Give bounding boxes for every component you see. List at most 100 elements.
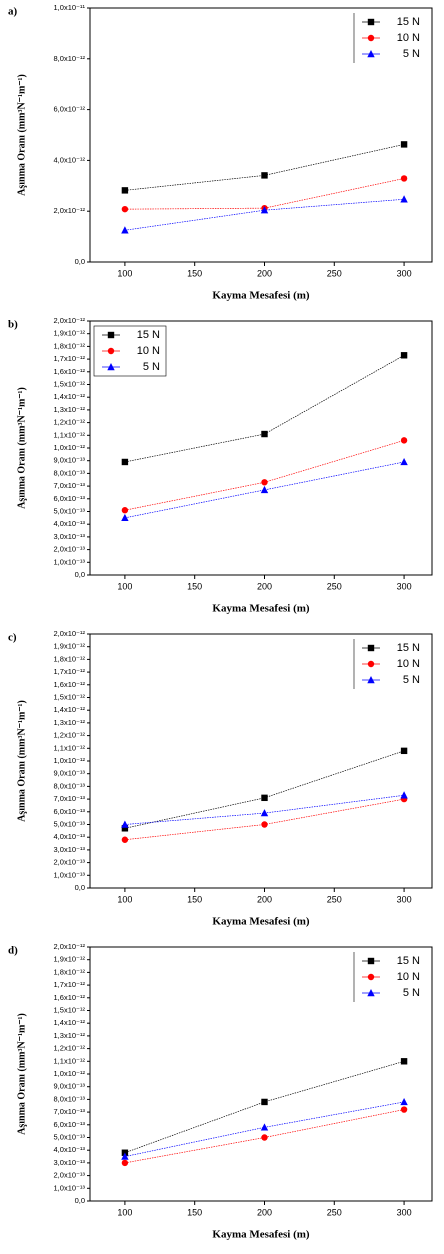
x-tick-label: 150 (187, 268, 202, 278)
marker-square (400, 747, 408, 755)
y-tick-label: 1,6x10⁻¹² (54, 367, 86, 376)
y-tick-label: 9,0x10⁻¹³ (54, 1082, 86, 1091)
y-tick-label: 5,0x10⁻¹³ (54, 819, 86, 828)
x-axis-label: Kayma Mesafesi (m) (212, 916, 309, 928)
x-tick-label: 200 (257, 268, 272, 278)
y-tick-label: 1,5x10⁻¹² (54, 379, 86, 388)
y-tick-label: 1,1x10⁻¹² (54, 743, 86, 752)
y-tick-label: 3,0x10⁻¹³ (54, 532, 86, 541)
panel-label: a) (8, 6, 18, 18)
y-tick-label: 1,1x10⁻¹² (54, 1056, 86, 1065)
y-tick-label: 1,9x10⁻¹² (54, 642, 86, 651)
marker-triangle (260, 809, 269, 817)
y-tick-label: 7,0x10⁻¹³ (54, 1107, 86, 1116)
panel-label: c) (8, 632, 17, 644)
marker-triangle (367, 50, 375, 58)
marker-square (400, 141, 408, 148)
y-tick-label: 1,3x10⁻¹² (54, 405, 86, 414)
y-tick-label: 7,0x10⁻¹³ (54, 481, 86, 490)
legend-label: 5 N (403, 987, 420, 999)
panel-label: d) (8, 945, 18, 957)
marker-triangle (107, 363, 115, 371)
y-tick-label: 8,0x10⁻¹² (54, 54, 86, 63)
y-tick-label: 1,6x10⁻¹² (54, 680, 86, 689)
panel-label: b) (8, 319, 18, 331)
marker-square (121, 825, 129, 832)
y-axis-label: Aşınma Oranı (mm³N⁻¹m⁻¹) (16, 1013, 27, 1135)
marker-triangle (121, 513, 129, 522)
marker-triangle (367, 989, 375, 997)
series-line (124, 440, 405, 511)
marker-triangle (121, 820, 129, 828)
marker-square (400, 352, 408, 359)
y-tick-label: 1,8x10⁻¹² (54, 967, 86, 976)
y-tick-label: 1,5x10⁻¹² (54, 1005, 86, 1014)
y-tick-label: 1,4x10⁻¹² (54, 705, 86, 714)
legend-label: 15 N (397, 642, 420, 654)
series-line (124, 178, 405, 210)
marker-triangle (367, 676, 375, 684)
marker-circle (400, 175, 408, 182)
x-tick-label: 200 (257, 581, 272, 591)
marker-circle (400, 437, 408, 444)
legend-box (93, 325, 167, 377)
marker-circle (107, 347, 115, 355)
y-tick-label: 4,0x10⁻¹³ (54, 1145, 86, 1154)
marker-circle (261, 479, 268, 486)
x-tick-label: 150 (187, 894, 202, 904)
y-tick-label: 8,0x10⁻¹³ (54, 781, 86, 790)
legend-label: 15 N (137, 329, 160, 341)
marker-triangle (260, 485, 269, 494)
legend-label: 10 N (397, 658, 420, 670)
marker-circle (400, 1106, 408, 1113)
y-tick-label: 9,0x10⁻¹³ (54, 769, 86, 778)
x-tick-label: 300 (397, 894, 412, 904)
legend-label: 5 N (403, 674, 420, 686)
marker-circle (121, 1159, 129, 1167)
y-tick-label: 2,0x10⁻¹² (54, 629, 86, 638)
y-tick-label: 1,4x10⁻¹² (54, 1018, 86, 1027)
x-tick-label: 100 (117, 268, 132, 278)
marker-circle (261, 1134, 268, 1141)
y-tick-label: 1,3x10⁻¹² (54, 1031, 86, 1040)
y-tick-label: 5,0x10⁻¹³ (54, 506, 86, 515)
y-tick-label: 5,0x10⁻¹³ (54, 1132, 86, 1141)
marker-triangle (400, 457, 408, 466)
y-tick-label: 2,0x10⁻¹² (54, 316, 86, 325)
marker-triangle (400, 1097, 408, 1106)
y-tick-label: 1,0x10⁻¹² (54, 443, 86, 452)
y-tick-label: 2,0x10⁻¹² (54, 942, 86, 951)
y-tick-label: 6,0x10⁻¹³ (54, 1120, 86, 1129)
y-tick-label: 7,0x10⁻¹³ (54, 794, 86, 803)
y-tick-label: 0,0 (75, 570, 85, 579)
y-tick-label: 0,0 (75, 257, 85, 266)
y-tick-label: 2,0x10⁻¹³ (54, 858, 86, 867)
marker-square (261, 794, 268, 802)
marker-circle (367, 34, 375, 42)
legend-label: 5 N (143, 361, 160, 373)
y-tick-label: 1,9x10⁻¹² (54, 329, 86, 338)
y-tick-label: 1,7x10⁻¹² (54, 354, 86, 363)
x-tick-label: 100 (117, 1207, 132, 1217)
marker-square (107, 331, 115, 339)
series-line (124, 750, 405, 829)
y-tick-label: 1,0x10⁻¹³ (54, 870, 86, 879)
marker-square (261, 430, 268, 438)
y-tick-label: 1,0x10⁻¹² (54, 756, 86, 765)
x-tick-label: 100 (117, 894, 132, 904)
x-axis-label: Kayma Mesafesi (m) (212, 290, 309, 302)
legend-label: 5 N (403, 48, 420, 60)
y-tick-label: 1,6x10⁻¹² (54, 993, 86, 1002)
legend-label: 15 N (397, 955, 420, 967)
y-tick-label: 1,8x10⁻¹² (54, 341, 86, 350)
marker-square (261, 1098, 268, 1106)
y-tick-label: 1,8x10⁻¹² (54, 654, 86, 663)
legend-label: 10 N (397, 32, 420, 44)
marker-circle (261, 821, 268, 828)
marker-square (121, 458, 129, 466)
y-tick-label: 6,0x10⁻¹² (54, 105, 86, 114)
y-tick-label: 8,0x10⁻¹³ (54, 468, 86, 477)
y-tick-label: 6,0x10⁻¹³ (54, 807, 86, 816)
y-tick-label: 2,0x10⁻¹³ (54, 545, 86, 554)
